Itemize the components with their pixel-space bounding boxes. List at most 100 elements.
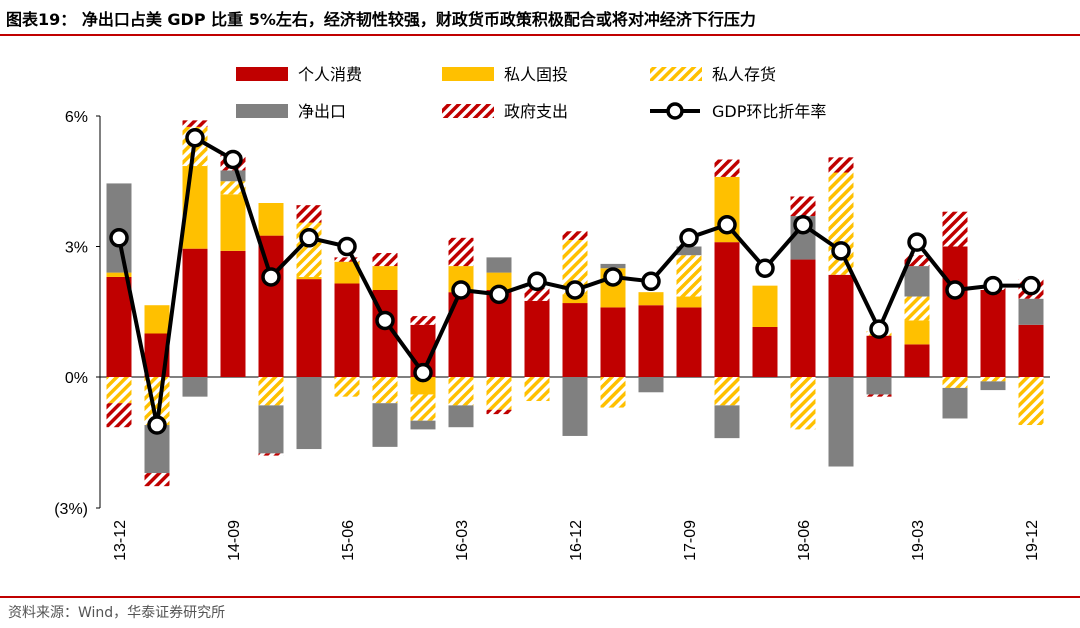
bar-government xyxy=(714,159,740,177)
legend-marker-gdp xyxy=(666,102,684,120)
legend-swatch-fixed_investment xyxy=(442,67,494,81)
legend-swatch-inventory xyxy=(650,67,702,81)
bar-net_exports xyxy=(942,387,968,419)
bar-inventory xyxy=(486,377,512,410)
x-tick-label: 17-09 xyxy=(682,520,699,561)
bar-net_exports xyxy=(600,263,626,269)
gdp-point xyxy=(679,228,699,248)
bar-consumption xyxy=(106,276,132,377)
bar-government xyxy=(334,257,360,262)
bar-government xyxy=(182,120,208,127)
x-tick-label: 19-03 xyxy=(910,520,927,561)
bar-government xyxy=(942,211,968,247)
bar-fixed_investment xyxy=(258,203,284,236)
gdp-point xyxy=(261,267,281,287)
gdp-point xyxy=(489,284,509,305)
bar-inventory xyxy=(600,377,626,408)
gdp-point xyxy=(907,232,927,252)
bar-consumption xyxy=(828,274,854,377)
gdp-point xyxy=(983,275,1003,296)
bar-net_exports xyxy=(1018,298,1044,325)
bar-fixed_investment xyxy=(410,377,436,395)
bar-consumption xyxy=(904,344,930,377)
x-tick-label: 19-12 xyxy=(1024,520,1041,561)
gdp-point xyxy=(299,228,319,248)
bar-consumption xyxy=(600,307,626,377)
legend-label-gdp_line: GDP环比折年率 xyxy=(712,102,826,121)
bar-consumption xyxy=(1018,324,1044,377)
title-bar: 图表19： 净出口占美 GDP 比重 5%左右，经济韧性较强，财政货币政策积极配… xyxy=(0,0,1080,36)
bar-government xyxy=(258,453,284,456)
bar-net_exports xyxy=(638,377,664,393)
gdp-point xyxy=(565,280,585,300)
gdp-point xyxy=(527,271,547,292)
bar-inventory xyxy=(676,255,702,297)
bar-government xyxy=(866,394,892,397)
gdp-point xyxy=(223,149,243,170)
gdp-point xyxy=(375,310,395,331)
bar-inventory xyxy=(980,377,1006,382)
bar-net_exports xyxy=(182,377,208,397)
gdp-point xyxy=(109,228,129,248)
bar-consumption xyxy=(334,283,360,377)
bar-consumption xyxy=(524,300,550,377)
bar-government xyxy=(790,196,816,217)
bar-consumption xyxy=(714,242,740,377)
chart-source: 资料来源：Wind，华泰证券研究所 xyxy=(8,605,226,621)
bar-inventory xyxy=(790,377,816,430)
gdp-point xyxy=(603,267,623,287)
bar-fixed_investment xyxy=(334,261,360,284)
x-tick-label: 14-09 xyxy=(226,520,243,561)
bar-net_exports xyxy=(220,170,246,182)
bar-net_exports xyxy=(258,405,284,454)
gdp-line-series xyxy=(109,128,1041,435)
bar-government xyxy=(296,205,322,223)
x-tick-label: 18-06 xyxy=(796,520,813,561)
bar-inventory xyxy=(904,296,930,321)
bar-inventory xyxy=(410,394,436,421)
chart-bars xyxy=(106,120,1044,487)
bar-consumption xyxy=(866,335,892,377)
x-tick-label: 16-12 xyxy=(568,520,585,561)
gdp-point xyxy=(793,215,813,235)
bar-net_exports xyxy=(866,377,892,395)
bar-inventory xyxy=(714,377,740,406)
legend-label-net_exports: 净出口 xyxy=(298,102,346,121)
bar-government xyxy=(562,231,588,240)
bar-government xyxy=(524,287,550,301)
gdp-point xyxy=(413,362,433,383)
bar-inventory xyxy=(334,377,360,397)
bar-consumption xyxy=(980,290,1006,377)
bar-net_exports xyxy=(296,377,322,450)
bar-government xyxy=(904,255,930,267)
x-tick-label: 15-06 xyxy=(340,520,357,561)
bar-government xyxy=(106,403,132,428)
legend-swatch-consumption xyxy=(236,67,288,81)
x-tick-label: 13-12 xyxy=(112,520,129,561)
bar-inventory xyxy=(1018,377,1044,426)
bar-inventory xyxy=(448,377,474,406)
bar-inventory xyxy=(942,377,968,388)
bar-government xyxy=(144,473,170,487)
bar-net_exports xyxy=(106,183,132,273)
legend-label-inventory: 私人存货 xyxy=(712,65,776,84)
bar-net_exports xyxy=(372,403,398,447)
gdp-point xyxy=(147,415,167,435)
bar-net_exports xyxy=(714,405,740,439)
chart-title: 图表19： 净出口占美 GDP 比重 5%左右，经济韧性较强，财政货币政策积极配… xyxy=(6,10,756,29)
bar-consumption xyxy=(220,250,246,377)
bar-fixed_investment xyxy=(676,296,702,308)
bar-consumption xyxy=(752,326,778,377)
bar-net_exports xyxy=(448,405,474,428)
bar-fixed_investment xyxy=(638,292,664,306)
gdp-point xyxy=(945,280,965,300)
bar-fixed_investment xyxy=(486,272,512,290)
bar-net_exports xyxy=(828,377,854,467)
legend-label-fixed_investment: 私人固投 xyxy=(504,65,568,84)
gdp-point xyxy=(755,258,775,278)
bar-consumption xyxy=(790,259,816,377)
y-tick-label: 3% xyxy=(65,240,88,257)
gdp-point xyxy=(641,271,661,292)
